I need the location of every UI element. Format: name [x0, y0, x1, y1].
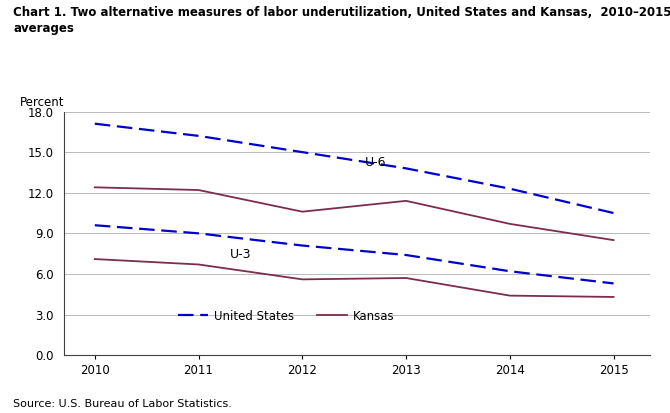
Kansas	[298, 209, 306, 214]
United States	[194, 133, 202, 138]
Kansas	[194, 188, 202, 192]
Legend: United States, Kansas: United States, Kansas	[174, 305, 399, 328]
Kansas	[90, 185, 98, 190]
Text: U-3: U-3	[230, 248, 251, 261]
Text: U-6: U-6	[364, 156, 386, 169]
United States	[506, 186, 514, 191]
United States	[610, 211, 618, 216]
Line: United States: United States	[94, 123, 614, 213]
Kansas	[402, 198, 410, 203]
United States	[298, 150, 306, 154]
Kansas	[506, 221, 514, 226]
Kansas	[610, 237, 618, 242]
Text: Chart 1. Two alternative measures of labor underutilization, United States and K: Chart 1. Two alternative measures of lab…	[13, 6, 670, 35]
Line: Kansas: Kansas	[94, 188, 614, 240]
United States	[90, 121, 98, 126]
Text: Source: U.S. Bureau of Labor Statistics.: Source: U.S. Bureau of Labor Statistics.	[13, 399, 232, 409]
Text: Percent: Percent	[19, 96, 64, 109]
United States	[402, 166, 410, 171]
